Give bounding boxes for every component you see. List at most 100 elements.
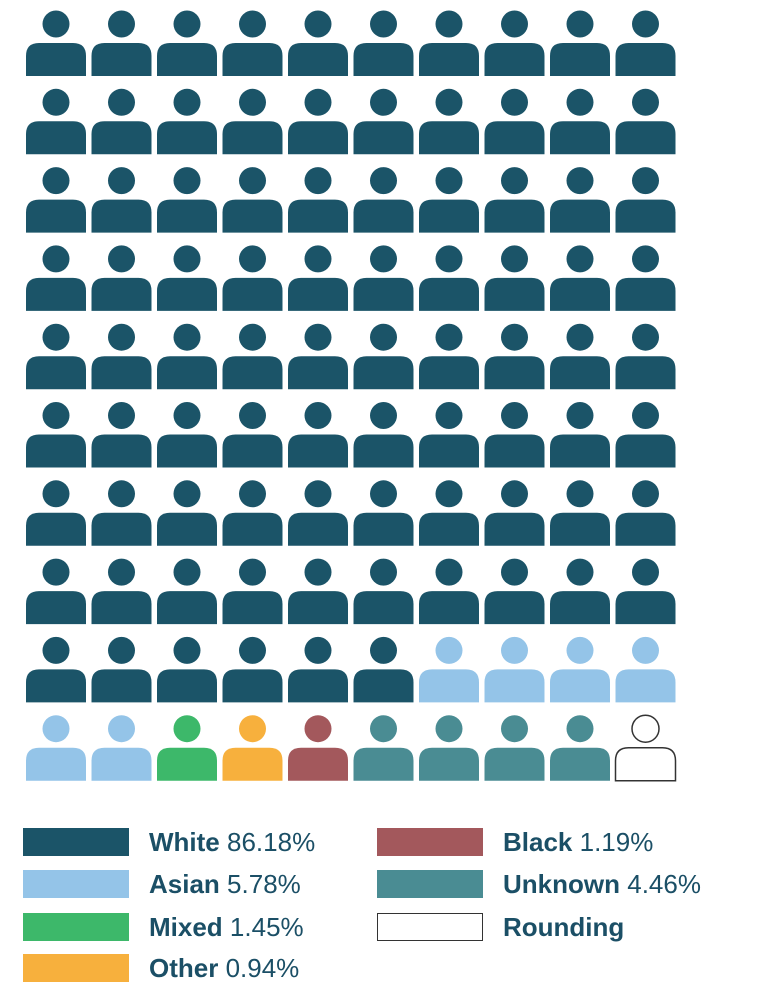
legend-swatch-white	[23, 828, 129, 856]
person-icon-white	[353, 480, 414, 546]
person-icon-white	[615, 323, 676, 390]
person-icon-white	[157, 480, 217, 546]
person-head	[501, 245, 528, 273]
person-head	[631, 714, 660, 743]
person-icon-white	[157, 167, 217, 233]
person-icon-white	[91, 323, 152, 390]
person-head	[239, 402, 266, 429]
person-body	[26, 199, 86, 233]
person-icon-white	[419, 558, 479, 625]
person-icon-white	[615, 558, 676, 625]
person-body	[26, 277, 86, 311]
legend-item-black: Black 1.19%	[377, 827, 653, 857]
person-icon-white	[550, 88, 610, 155]
person-icon-white	[26, 88, 86, 155]
legend-item-unknown: Unknown 4.46%	[377, 869, 701, 899]
person-head	[632, 480, 659, 508]
person-head	[370, 167, 397, 195]
person-head	[501, 88, 528, 116]
person-body	[614, 746, 677, 782]
person-body	[615, 356, 676, 390]
person-icon-white	[484, 245, 545, 311]
person-body	[353, 43, 414, 76]
person-icon-white	[157, 88, 217, 155]
person-head	[42, 636, 70, 664]
person-body	[91, 512, 152, 546]
person-icon-white	[26, 480, 86, 546]
person-body	[419, 199, 479, 233]
person-head	[304, 10, 332, 38]
legend-swatch-asian	[23, 870, 129, 898]
person-head	[435, 402, 463, 429]
person-head	[304, 715, 332, 743]
person-icon-white	[26, 402, 86, 468]
person-icon-unknown	[419, 715, 479, 781]
person-icon-white	[353, 323, 414, 390]
person-body	[550, 121, 610, 155]
person-head	[108, 323, 135, 351]
person-body	[157, 591, 217, 625]
person-icon-asian	[91, 715, 152, 781]
person-body	[222, 43, 283, 76]
person-icon-asian	[26, 715, 86, 781]
person-body	[26, 43, 86, 76]
person-icon-asian	[484, 636, 545, 703]
person-body	[353, 199, 414, 233]
person-head	[566, 323, 594, 351]
person-head	[42, 245, 70, 273]
person-head	[239, 88, 266, 116]
person-body	[419, 669, 479, 703]
person-icon-white	[550, 10, 610, 76]
person-body	[91, 356, 152, 390]
person-icon-white	[484, 402, 545, 468]
person-head	[304, 558, 332, 586]
legend-item-other: Other 0.94%	[23, 953, 299, 983]
person-body	[550, 591, 610, 625]
person-head	[42, 88, 70, 116]
person-icon-white	[419, 323, 479, 390]
person-body	[550, 669, 610, 703]
legend-label: Rounding	[503, 911, 625, 942]
person-body	[484, 434, 545, 468]
person-icon-white	[26, 558, 86, 625]
legend-value: 1.19%	[579, 826, 654, 857]
person-body	[26, 669, 86, 703]
person-icon-unknown	[550, 715, 610, 781]
person-head	[435, 636, 463, 664]
person-head	[42, 558, 70, 586]
person-icon-white	[288, 10, 348, 76]
person-icon-white	[91, 636, 152, 703]
person-body	[157, 747, 217, 781]
person-body	[222, 669, 283, 703]
person-head	[566, 480, 594, 508]
person-icon-white	[91, 558, 152, 625]
person-head	[501, 402, 528, 429]
person-icon-white	[615, 88, 676, 155]
person-icon-white	[222, 402, 283, 468]
person-body	[222, 356, 283, 390]
person-body	[26, 512, 86, 546]
person-head	[42, 167, 70, 195]
legend-swatch-other	[23, 954, 129, 982]
person-icon-white	[353, 10, 414, 76]
person-body	[615, 434, 676, 468]
person-head	[173, 167, 201, 195]
person-body	[288, 747, 348, 781]
person-body	[26, 747, 86, 781]
person-head	[42, 10, 70, 38]
legend-value: 5.78%	[227, 868, 301, 899]
person-head	[108, 636, 135, 664]
person-icon-white	[353, 402, 414, 468]
person-head	[566, 10, 594, 38]
person-body	[157, 512, 217, 546]
person-head	[173, 480, 201, 508]
person-body	[419, 356, 479, 390]
person-head	[501, 167, 528, 195]
legend-item-rounding: Rounding	[377, 912, 624, 942]
person-icon-white	[222, 10, 283, 76]
person-icon-white	[222, 323, 283, 390]
person-body	[91, 43, 152, 76]
person-icon-white	[222, 88, 283, 155]
person-body	[26, 121, 86, 155]
person-body	[353, 121, 414, 155]
